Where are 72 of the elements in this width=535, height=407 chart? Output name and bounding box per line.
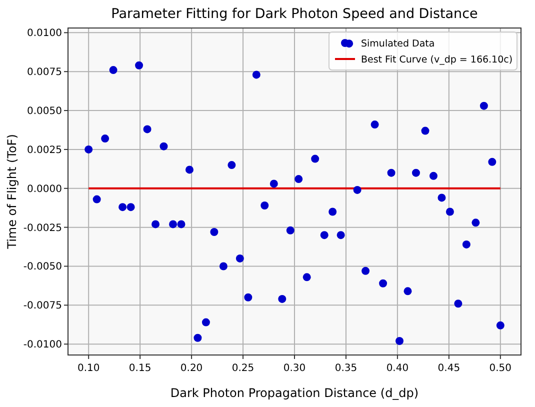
y-tick-label: 0.0000 (27, 184, 62, 195)
point (311, 154, 320, 163)
point (328, 208, 337, 216)
point (286, 226, 294, 234)
point (488, 158, 496, 166)
y-tick-label: 0.0025 (27, 144, 62, 156)
point (412, 168, 420, 177)
x-tick-label: 0.50 (489, 363, 512, 374)
y-tick-label: -0.0050 (23, 262, 62, 273)
point (109, 66, 118, 74)
point (210, 228, 218, 236)
point (278, 294, 286, 303)
legend-label: Simulated Data (361, 38, 435, 50)
point (446, 208, 454, 216)
point (152, 220, 160, 228)
point (185, 166, 194, 174)
y-tick-label: 0.0100 (27, 28, 62, 40)
point (270, 180, 278, 188)
point (202, 318, 210, 326)
point (244, 293, 252, 302)
legend-label: Best Fit Curve (v_dp = 166.10c) (361, 54, 513, 66)
point (194, 334, 202, 342)
point (160, 142, 168, 150)
point (496, 321, 504, 330)
y-tick-label: -0.0075 (23, 300, 62, 312)
point (387, 168, 396, 177)
point (379, 279, 388, 288)
x-tick-label: 0.10 (77, 363, 100, 374)
point (353, 186, 362, 194)
point (294, 175, 303, 184)
point (169, 220, 178, 228)
point (429, 172, 438, 180)
point (236, 254, 244, 262)
point (320, 231, 328, 240)
point (396, 336, 404, 345)
point (101, 134, 110, 143)
point (118, 203, 127, 212)
point (84, 145, 93, 154)
x-tick-label: 0.30 (283, 363, 306, 374)
point (228, 161, 236, 170)
point (92, 195, 101, 204)
x-axis-title: Dark Photon Propagation Distance (d_dp) (170, 386, 419, 400)
point (126, 203, 135, 212)
point (462, 240, 470, 248)
x-tick-label: 0.20 (180, 363, 203, 374)
x-tick-label: 0.45 (438, 363, 460, 374)
point (260, 202, 269, 210)
x-tick-label: 0.40 (386, 363, 409, 374)
chart-title: Parameter Fitting for Dark Photon Speed and Distance (111, 6, 478, 22)
x-tick-label: 0.25 (232, 363, 254, 374)
point (336, 231, 345, 240)
point (370, 120, 379, 129)
point (421, 126, 430, 135)
point (480, 102, 488, 110)
point (472, 218, 480, 227)
x-tick-label: 0.15 (128, 363, 152, 374)
point (143, 125, 152, 134)
y-tick-label: -0.0025 (23, 222, 62, 234)
x-tick-label: 0.35 (334, 363, 358, 374)
point (454, 300, 462, 308)
point (302, 273, 311, 282)
point (219, 262, 228, 270)
point (177, 220, 186, 228)
y-tick-label: 0.0050 (27, 106, 62, 118)
point (362, 266, 370, 275)
y-tick-label: -0.0100 (23, 340, 62, 351)
point (135, 61, 144, 70)
y-axis-title: Time of Flight (ToF) (5, 134, 19, 250)
point (252, 70, 260, 79)
point (404, 287, 412, 296)
point (438, 194, 446, 202)
y-tick-label: 0.0075 (27, 67, 62, 78)
